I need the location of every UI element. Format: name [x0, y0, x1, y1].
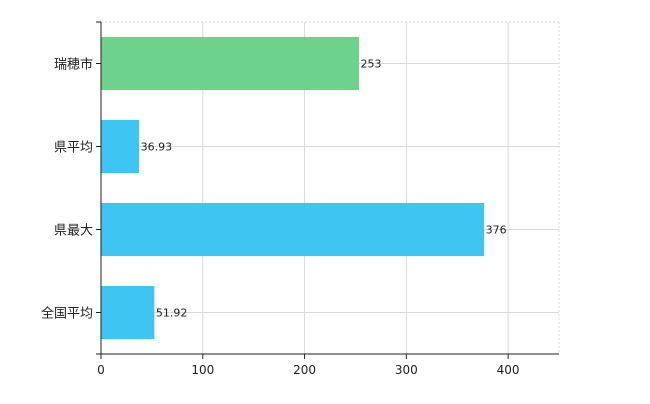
category-label: 県最大	[54, 224, 93, 239]
bar	[101, 119, 140, 174]
bar	[101, 285, 155, 340]
axes	[96, 21, 559, 359]
bar-value-label: 36.93	[141, 141, 173, 154]
x-tick-label: 0	[97, 363, 105, 377]
bar	[101, 202, 485, 257]
bar	[101, 36, 359, 91]
bar-value-label: 51.92	[156, 307, 188, 320]
x-tick-label: 100	[191, 363, 214, 377]
bar-value-label: 253	[360, 58, 381, 71]
x-tick-label: 400	[497, 363, 520, 377]
category-label: 全国平均	[41, 306, 93, 322]
x-tick-label: 300	[395, 363, 418, 377]
x-tick-label: 200	[293, 363, 316, 377]
category-label: 県平均	[54, 141, 93, 156]
labels: 253 瑞穂市 36.93 県平均 376 県最大 51.92 全国平均 0 100 200 300 4…	[41, 57, 520, 378]
bars	[101, 36, 485, 340]
category-label: 瑞穂市	[54, 57, 93, 73]
bar-value-label: 376	[486, 224, 507, 237]
